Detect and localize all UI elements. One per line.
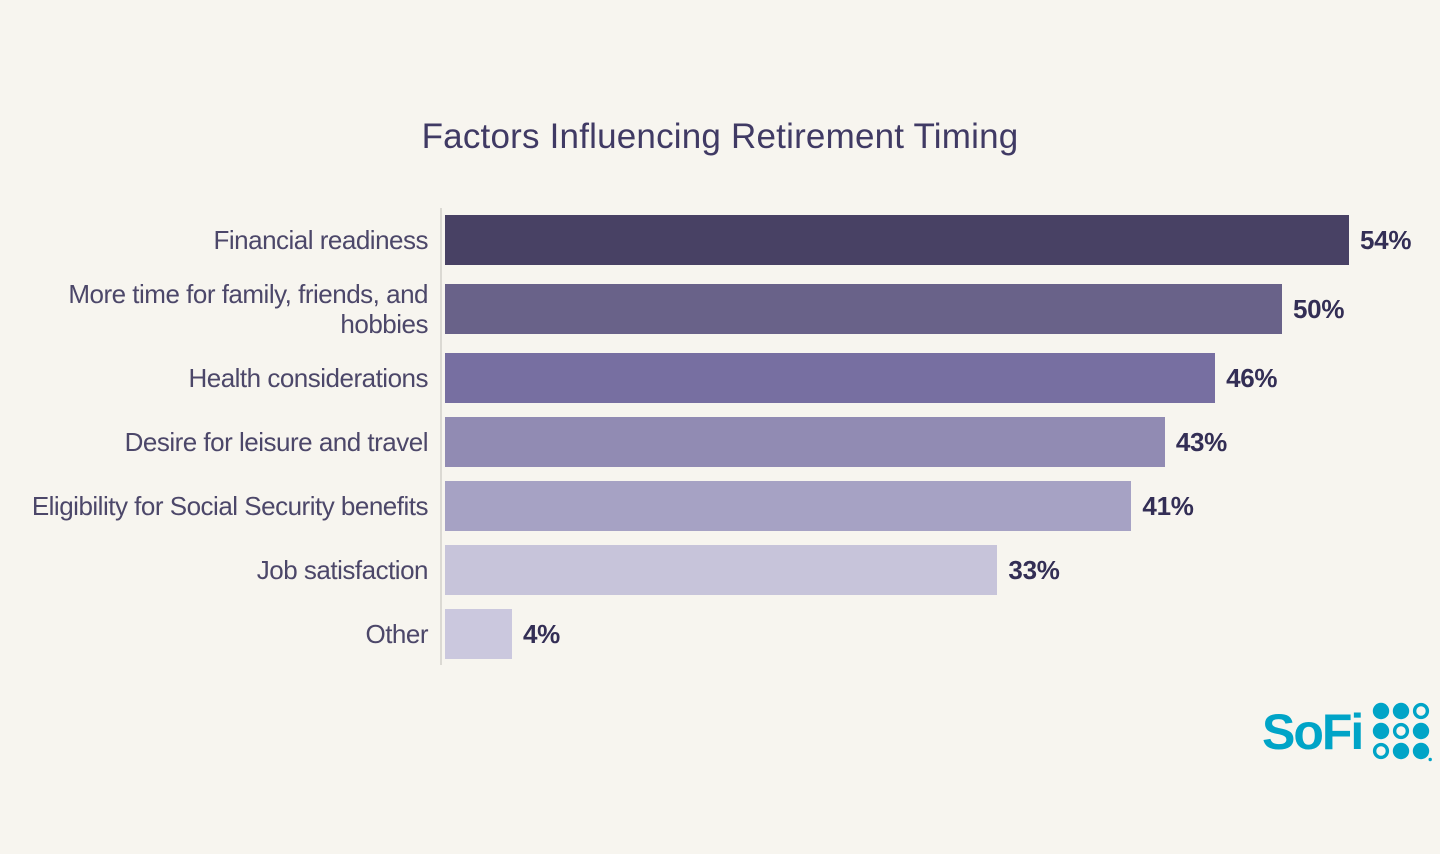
bar-track: 50%	[445, 284, 1349, 335]
bar-segment	[445, 417, 1165, 468]
bar-segment	[445, 353, 1216, 404]
bar-track: 33%	[445, 545, 1349, 596]
category-label: Desire for leisure and travel	[124, 427, 429, 458]
category-label: Financial readiness	[213, 224, 428, 255]
value-label: 50%	[1293, 293, 1345, 324]
bar-segment	[445, 609, 512, 660]
bar-segment	[445, 545, 998, 596]
value-label: 4%	[522, 618, 560, 649]
bar-track: 41%	[445, 481, 1349, 532]
category-label: Health considerations	[188, 363, 428, 394]
chart-row: Financial readiness 54%	[0, 215, 1440, 265]
bar-track: 4%	[445, 609, 1349, 660]
category-label: More time for family, friends, and hobbi…	[68, 279, 428, 340]
category-label: Eligibility for Social Security benefits	[31, 491, 429, 522]
chart-row: Eligibility for Social Security benefits…	[0, 481, 1440, 532]
value-label: 41%	[1142, 490, 1194, 521]
chart-row: Desire for leisure and travel 43%	[0, 417, 1440, 468]
axis-line	[440, 208, 442, 666]
chart-row: More time for family, friends, and hobbi…	[0, 279, 1440, 339]
value-label: 46%	[1226, 362, 1278, 393]
bar-chart: Financial readiness 54% More time for fami…	[0, 208, 1440, 666]
bar-track: 54%	[445, 215, 1411, 265]
chart-title: Factors Influencing Retirement Timing	[421, 117, 1019, 156]
chart-rows: Financial readiness 54% More time for fami…	[0, 215, 1440, 660]
chart-row: Other 4%	[0, 609, 1440, 660]
bar-segment	[445, 481, 1132, 532]
bar-track: 46%	[445, 353, 1349, 404]
value-label: 54%	[1360, 224, 1412, 255]
sofi-dot-grid-icon	[1373, 702, 1433, 762]
category-label: Job satisfaction	[256, 555, 429, 586]
chart-row: Job satisfaction 33%	[0, 545, 1440, 596]
value-label: 43%	[1175, 426, 1227, 457]
bar-segment	[445, 215, 1349, 265]
bar-track: 43%	[445, 417, 1349, 468]
sofi-logo: SoFi	[1262, 702, 1433, 762]
sofi-wordmark: SoFi	[1262, 704, 1364, 760]
value-label: 33%	[1008, 554, 1060, 585]
category-label: Other	[365, 619, 428, 650]
bar-segment	[445, 284, 1282, 335]
chart-row: Health considerations 46%	[0, 353, 1440, 404]
